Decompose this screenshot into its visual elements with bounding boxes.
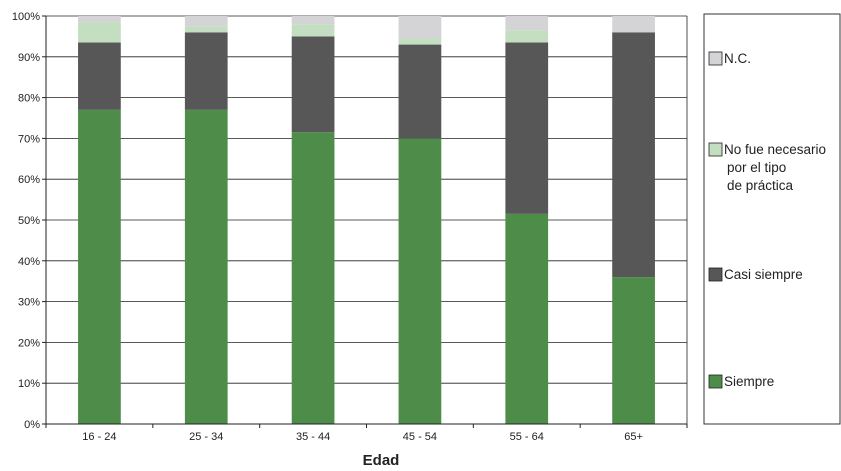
x-tick-label: 55 - 64 (510, 431, 544, 443)
x-axis-title: Edad (363, 452, 400, 469)
x-tick-label: 25 - 34 (189, 431, 223, 443)
x-tick-label: 45 - 54 (403, 431, 437, 443)
bar-segment-no-fue-necesario-por-el-tipo-de-pr-ctica (78, 22, 121, 43)
y-tick-label: 80% (18, 93, 40, 105)
legend-label: N.C. (724, 51, 751, 66)
x-tick-label: 35 - 44 (296, 431, 330, 443)
y-tick-label: 20% (18, 337, 40, 349)
legend-swatch (708, 374, 723, 389)
bar-segment-no-fue-necesario-por-el-tipo-de-pr-ctica (398, 38, 442, 45)
legend-label: No fue necesario (724, 142, 826, 157)
bar-segment-n-c- (78, 16, 121, 23)
bar-segment-no-fue-necesario-por-el-tipo-de-pr-ctica (184, 26, 228, 33)
bars (78, 16, 655, 424)
y-tick-label: 50% (18, 215, 40, 227)
bar-segment-casi-siempre (398, 44, 442, 139)
y-tick-label: 30% (18, 297, 40, 309)
y-tick-label: 40% (18, 256, 40, 268)
bar-segment-siempre (398, 138, 442, 424)
y-tick-label: 60% (18, 174, 40, 186)
bar-segment-casi-siempre (184, 32, 228, 110)
legend-box (703, 13, 841, 425)
bar-segment-siempre (291, 132, 335, 424)
bar-segment-casi-siempre (612, 32, 655, 278)
x-tick-label: 16 - 24 (82, 431, 116, 443)
legend-swatch (708, 51, 723, 66)
y-tick-label: 70% (18, 133, 40, 145)
y-tick-label: 0% (24, 419, 40, 431)
legend-label: de práctica (727, 178, 794, 193)
legend-label: Casi siempre (724, 267, 803, 282)
x-tick-label: 65+ (624, 431, 643, 443)
bar-segment-siempre (505, 213, 549, 424)
legend: N.C. No fue necesario por el tipo de prácti… (708, 51, 826, 389)
bar-segment-no-fue-necesario-por-el-tipo-de-pr-ctica (291, 24, 335, 37)
bar-segment-casi-siempre (505, 42, 549, 214)
bar-segment-siempre (78, 109, 121, 424)
y-tick-label: 90% (18, 52, 40, 64)
legend-swatch (708, 142, 723, 157)
legend-label: por el tipo (727, 160, 786, 175)
bar-segment-n-c- (612, 16, 655, 33)
y-tick-label: 100% (12, 11, 40, 23)
bar-segment-n-c- (505, 16, 549, 31)
bar-segment-n-c- (398, 16, 442, 39)
bar-segment-n-c- (291, 16, 335, 25)
legend-label: Siempre (724, 374, 774, 389)
bar-segment-siempre (184, 109, 228, 424)
bar-segment-casi-siempre (291, 36, 335, 133)
y-tick-label: 10% (18, 378, 40, 390)
bar-segment-no-fue-necesario-por-el-tipo-de-pr-ctica (505, 30, 549, 43)
bar-segment-siempre (612, 277, 655, 424)
axes: 0% 10% 20% 30% 40% 50% 60% 70% 80% 90% 100% 16 - 24… (12, 11, 688, 443)
gridlines (46, 15, 687, 425)
bar-segment-n-c- (184, 16, 228, 27)
bar-segment-casi-siempre (78, 42, 121, 110)
legend-swatch (708, 267, 723, 282)
